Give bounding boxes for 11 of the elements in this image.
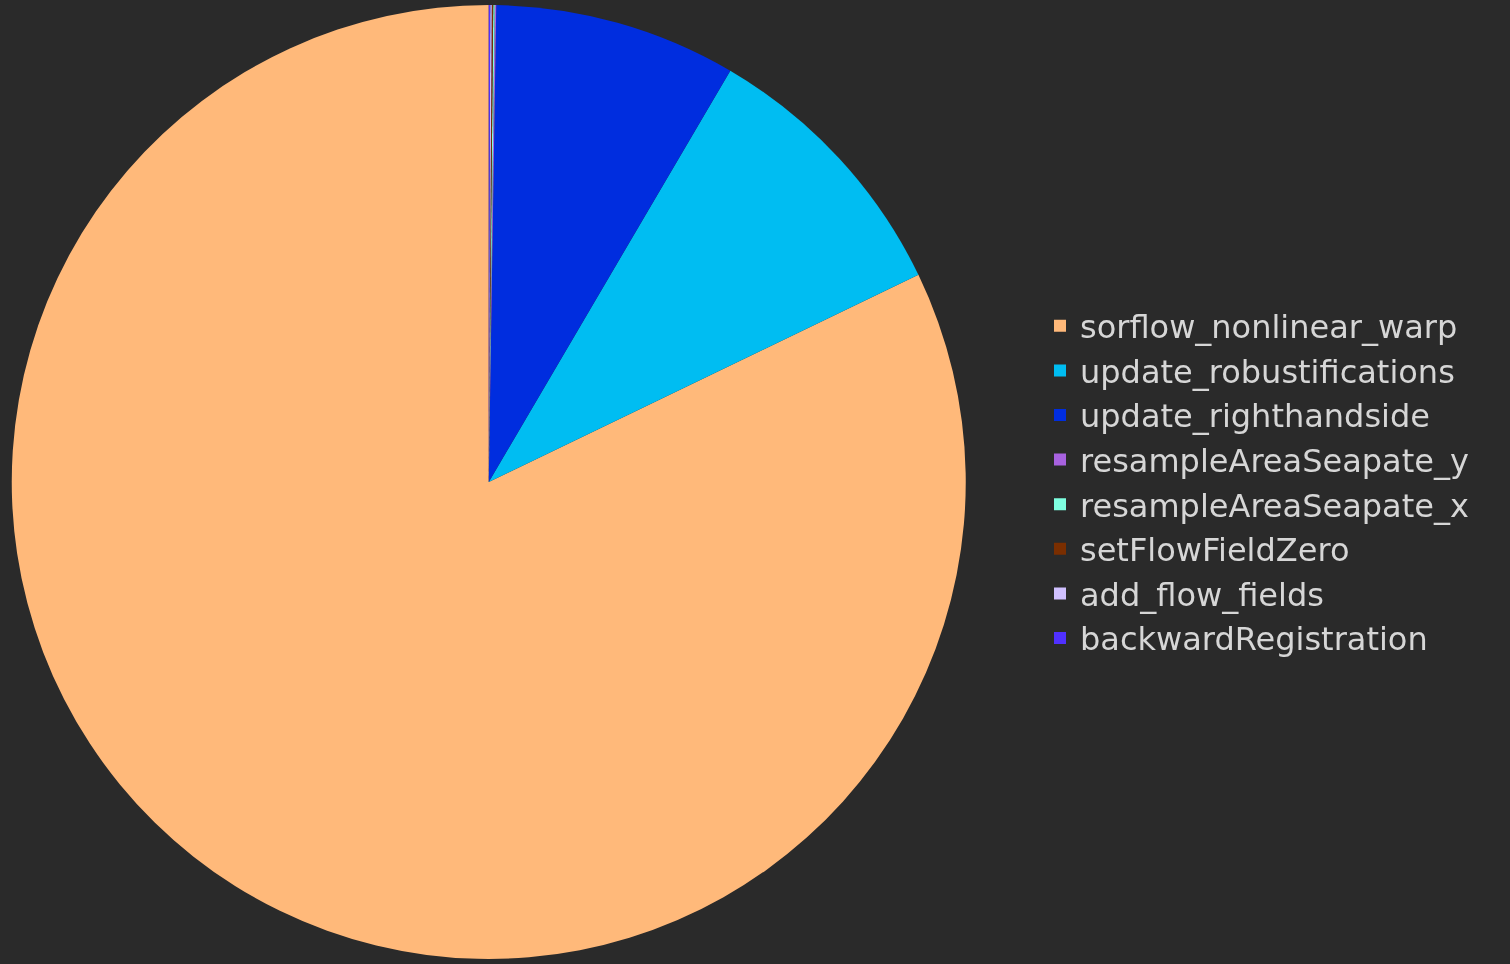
legend-label: update_righthandside <box>1080 397 1430 436</box>
pie-slice <box>488 70 919 482</box>
legend-label: backwardRegistration <box>1080 620 1428 659</box>
legend-label: update_robustifications <box>1080 352 1455 391</box>
legend-label: resampleAreaSeapate_x <box>1080 486 1469 525</box>
pie-slice <box>488 5 731 482</box>
legend-label: sorflow_nonlinear_warp <box>1080 308 1458 347</box>
legend-label: setFlowFieldZero <box>1080 531 1350 570</box>
legend-label: resampleAreaSeapate_y <box>1080 442 1469 481</box>
pie-slice <box>11 5 965 959</box>
legend-label: add_flow_fields <box>1080 575 1324 614</box>
